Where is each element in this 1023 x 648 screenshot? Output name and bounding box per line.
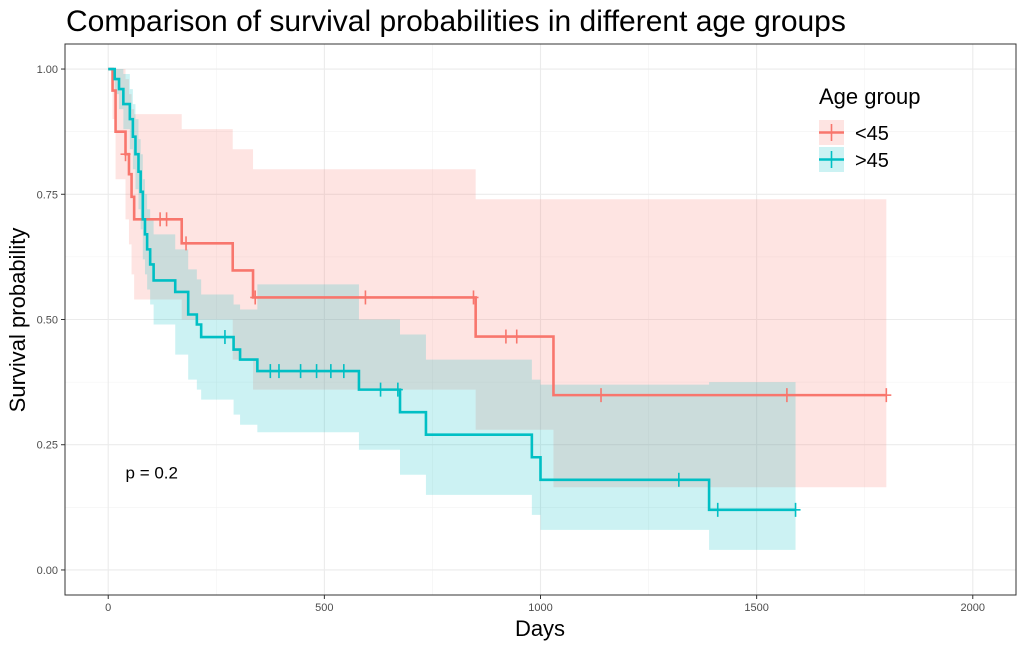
censor-mark-under-45 [596, 388, 607, 403]
censor-marks [120, 147, 892, 517]
grid-layer [65, 44, 1016, 595]
censor-mark-over-45 [338, 364, 349, 379]
censor-mark-over-45 [219, 330, 230, 345]
survival-curves [108, 67, 887, 512]
censor-mark-under-45 [468, 290, 479, 305]
ci-band-over-45 [108, 69, 796, 550]
censor-mark-over-45 [712, 502, 723, 517]
censor-mark-over-45 [375, 382, 386, 397]
y-tick-label: 0.50 [37, 315, 58, 327]
legend: Age group <45 >45 [819, 84, 921, 172]
censor-mark-over-45 [295, 364, 306, 379]
legend-title: Age group [819, 84, 921, 109]
ci-band-under-45 [108, 69, 887, 488]
x-tick-label: 500 [315, 602, 333, 614]
censor-mark-over-45 [673, 472, 684, 487]
censor-mark-under-45 [120, 147, 131, 162]
censor-mark-over-45 [273, 364, 284, 379]
y-tick-label: 0.25 [37, 440, 58, 452]
y-tick-label: 1.00 [37, 64, 58, 76]
x-tick-label: 1500 [744, 602, 768, 614]
x-tick-label: 1000 [528, 602, 552, 614]
x-axis-title: Days [515, 616, 565, 641]
x-tick-label: 0 [105, 602, 111, 614]
censor-mark-over-45 [790, 502, 801, 517]
censor-mark-under-45 [781, 388, 792, 403]
censor-mark-under-45 [250, 290, 261, 305]
survival-curve-over-45 [108, 67, 796, 512]
legend-item-under-45: <45 [819, 120, 889, 145]
censor-mark-under-45 [181, 236, 192, 251]
confidence-bands [108, 69, 887, 550]
censor-mark-over-45 [325, 364, 336, 379]
p-value-annotation: p = 0.2 [126, 463, 178, 482]
y-axis-title: Survival probability [5, 228, 30, 413]
legend-item-over-45: >45 [819, 147, 889, 172]
legend-label: <45 [855, 123, 889, 145]
survival-curve-under-45 [108, 67, 887, 397]
censor-mark-over-45 [311, 364, 322, 379]
censor-mark-under-45 [511, 329, 522, 344]
censor-mark-under-45 [161, 212, 172, 227]
chart-title: Comparison of survival probabilities in … [66, 5, 846, 38]
y-tick-label: 0.75 [37, 189, 58, 201]
x-tick-label: 2000 [961, 602, 985, 614]
censor-mark-under-45 [881, 388, 892, 403]
axis-ticks: 0 500 1000 1500 2000 0.00 0.25 0.50 0.75 1.00 [37, 64, 985, 614]
censor-mark-over-45 [265, 364, 276, 379]
y-tick-label: 0.00 [37, 565, 58, 577]
legend-label: >45 [855, 150, 889, 172]
censor-mark-under-45 [500, 329, 511, 344]
censor-mark-under-45 [360, 290, 371, 305]
censor-mark-over-45 [392, 382, 403, 397]
